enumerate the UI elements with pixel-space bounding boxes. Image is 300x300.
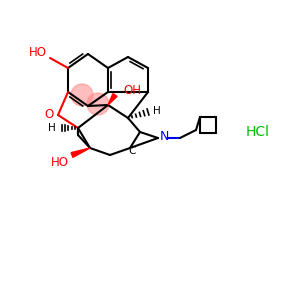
Text: H: H — [48, 123, 56, 133]
Text: H: H — [153, 106, 161, 116]
Text: C: C — [128, 146, 136, 156]
Circle shape — [87, 93, 109, 115]
Text: HCl: HCl — [246, 125, 270, 139]
Polygon shape — [108, 94, 117, 105]
Circle shape — [71, 84, 93, 106]
Text: HO: HO — [51, 155, 69, 169]
Text: HO: HO — [29, 46, 47, 59]
Text: N: N — [159, 130, 169, 142]
Polygon shape — [71, 148, 90, 157]
Text: O: O — [44, 107, 54, 121]
Text: OH: OH — [123, 83, 141, 97]
